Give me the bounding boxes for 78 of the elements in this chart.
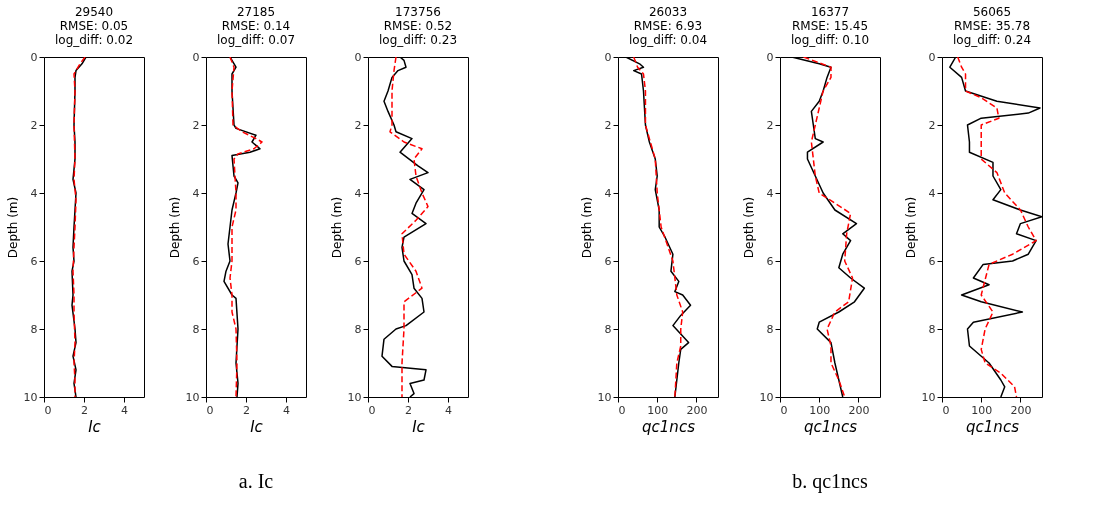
x-tick-label: 2 [81,403,88,417]
y-tick-label: 10 [759,390,774,404]
x-tick-label: 0 [368,403,376,417]
y-tick-label: 0 [354,50,362,64]
y-tick-label: 0 [928,50,936,64]
y-tick-label: 6 [192,254,200,268]
y-tick-label: 0 [766,50,774,64]
y-axis-title: Depth (m) [329,196,344,259]
x-tick-label: 0 [780,403,788,417]
y-tick-label: 4 [928,186,936,200]
chart-title: 56065 RMSE: 35.78 log_diff: 0.24 [952,5,1032,47]
y-axis-title: Depth (m) [5,196,20,259]
y-tick-label: 2 [30,118,38,132]
y-tick-label: 8 [30,322,38,336]
y-tick-label: 10 [347,390,362,404]
y-tick-label: 8 [354,322,362,336]
y-axis-title: Depth (m) [903,196,918,259]
chart-title: 173756 RMSE: 0.52 log_diff: 0.23 [378,5,458,47]
x-tick-label: 4 [283,403,290,417]
x-axis-title: qc1ncs [966,417,1020,436]
y-tick-label: 2 [928,118,936,132]
line-series [632,57,684,397]
x-tick-label: 4 [445,403,452,417]
y-tick-label: 4 [30,186,38,200]
x-tick-label: 0 [618,403,626,417]
x-tick-label: 4 [121,403,128,417]
line-series [389,57,429,397]
text: b. qc1ncs [792,470,868,493]
x-axis-title: Ic [88,417,102,436]
y-tick-label: 6 [354,254,362,268]
x-tick-label: 2 [405,403,412,417]
y-tick-label: 6 [928,254,936,268]
x-axis-title: Ic [250,417,264,436]
x-tick-label: 200 [1010,403,1032,417]
y-tick-label: 0 [192,50,200,64]
y-axis-title: Depth (m) [741,196,756,259]
chart-title: 26033 RMSE: 6.93 log_diff: 0.04 [628,5,708,47]
chart-title: 16377 RMSE: 15.45 log_diff: 0.10 [790,5,870,47]
y-tick-label: 10 [597,390,612,404]
y-tick-label: 8 [766,322,774,336]
y-axis-title: Depth (m) [579,196,594,259]
y-axis-title: Depth (m) [167,196,182,259]
x-tick-label: 200 [686,403,708,417]
y-tick-label: 4 [766,186,774,200]
y-tick-label: 10 [921,390,936,404]
x-tick-label: 0 [206,403,214,417]
y-tick-label: 10 [185,390,200,404]
x-tick-label: 2 [243,403,250,417]
text: a. Ic [238,470,274,492]
x-tick-label: 100 [809,403,831,417]
line-series [229,57,263,397]
x-tick-label: 200 [848,403,870,417]
y-tick-label: 6 [30,254,38,268]
y-tick-label: 6 [604,254,612,268]
y-tick-label: 8 [928,322,936,336]
x-tick-label: 100 [971,403,993,417]
x-tick-label: 0 [44,403,52,417]
x-tick-label: 0 [942,403,950,417]
y-tick-label: 0 [604,50,612,64]
y-tick-label: 8 [192,322,200,336]
x-axis-title: qc1ncs [642,417,696,436]
y-tick-label: 2 [766,118,774,132]
chart-title: 29540 RMSE: 0.05 log_diff: 0.02 [54,5,134,47]
y-tick-label: 2 [192,118,200,132]
y-tick-label: 0 [30,50,38,64]
y-tick-label: 4 [354,186,362,200]
chart-title: 27185 RMSE: 0.14 log_diff: 0.07 [216,5,296,47]
y-tick-label: 8 [604,322,612,336]
y-tick-label: 4 [192,186,200,200]
y-tick-label: 10 [23,390,38,404]
x-axis-title: Ic [412,417,426,436]
y-tick-label: 2 [604,118,612,132]
x-tick-label: 100 [647,403,669,417]
x-axis-title: qc1ncs [804,417,858,436]
line-series [802,57,854,397]
y-tick-label: 6 [766,254,774,268]
y-tick-label: 2 [354,118,362,132]
y-tick-label: 4 [604,186,612,200]
